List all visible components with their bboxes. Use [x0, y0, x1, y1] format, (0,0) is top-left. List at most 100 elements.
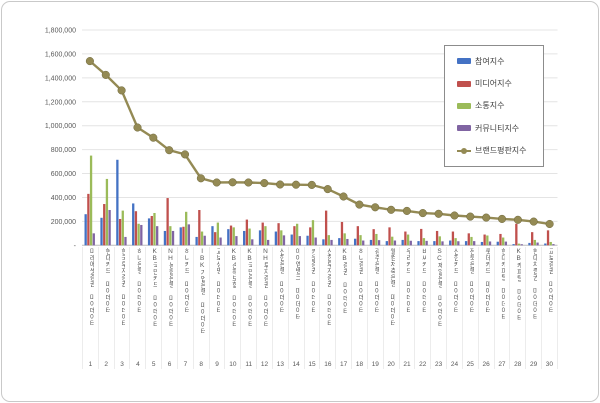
x-category-cell: KB국민은행 마이데이터 11	[240, 247, 256, 369]
x-category-number: 6	[167, 361, 172, 368]
bar-커뮤니티지수	[377, 240, 381, 246]
line-marker	[339, 192, 348, 201]
bar-참여지수	[369, 239, 373, 246]
x-category-cell: KB캐피탈 마이데이터 28	[509, 247, 525, 369]
line-marker	[434, 209, 443, 218]
bar-커뮤니티지수	[156, 226, 159, 246]
bar-미디어지수	[150, 216, 153, 246]
bar-참여지수	[306, 235, 309, 246]
bar-미디어지수	[198, 210, 201, 246]
bar-소통지수	[137, 223, 140, 246]
bar-미디어지수	[515, 223, 518, 246]
x-category-label: KB손해보험 마이데이터	[230, 248, 237, 328]
bar-커뮤니티지수	[393, 240, 397, 246]
bar-참여지수	[496, 241, 499, 246]
bar-미디어지수	[87, 193, 90, 246]
bar-소통지수	[105, 178, 109, 246]
bar-소통지수	[327, 235, 330, 246]
bar-커뮤니티지수	[219, 237, 222, 246]
bar-커뮤니티지수	[282, 235, 286, 246]
x-category-number: 1	[88, 361, 93, 368]
x-category-number: 7	[183, 361, 188, 368]
bar-미디어지수	[309, 227, 312, 246]
x-category-label: 웰컴저축은행 마이데이터	[388, 248, 395, 327]
line-marker	[165, 146, 174, 155]
bar-소통지수	[200, 231, 204, 246]
x-category-cell: KB국민카드 마이데이터 5	[145, 247, 161, 369]
x-category-cell: 현대카드 마이데이터 2	[97, 247, 114, 369]
line-marker	[466, 212, 475, 221]
x-category-cell: 우리카드 마이데이터 21	[398, 247, 415, 369]
line-marker	[387, 205, 396, 214]
x-category-cell: 하나은행 마이데이터 4	[129, 247, 145, 369]
y-axis-tick-label: 1,200,000	[45, 99, 76, 106]
x-category-cell: 하나카드 마이데이터 7	[176, 247, 193, 369]
bar-미디어지수	[451, 231, 455, 246]
bar-참여지수	[385, 241, 388, 246]
bar-참여지수	[211, 226, 214, 246]
x-category-label: 교보생명 마이데이터	[214, 248, 221, 314]
bar-참여지수	[84, 214, 87, 246]
line-marker	[371, 203, 380, 212]
bar-커뮤니티지수	[409, 240, 412, 246]
x-category-label: 현대카드 마이데이터	[103, 248, 110, 314]
legend-label: 브랜드평판지수	[475, 146, 527, 156]
legend-label: 참여지수	[475, 56, 505, 66]
bar-참여지수	[227, 229, 230, 246]
bar-참여지수	[433, 241, 436, 246]
x-category-label: 현대캐피탈 마이데이터	[499, 248, 506, 320]
line-marker	[355, 200, 364, 209]
bar-소통지수	[185, 211, 188, 246]
x-category-number: 21	[403, 361, 411, 368]
line-marker	[402, 206, 411, 215]
x-category-number: 14	[292, 361, 300, 368]
bar-참여지수	[274, 231, 278, 246]
legend-label: 미디어지수	[475, 79, 512, 89]
bar-미디어지수	[531, 232, 534, 246]
bar-미디어지수	[499, 233, 502, 246]
y-axis-tick-label: 400,000	[51, 195, 76, 202]
bar-참여지수	[163, 230, 167, 246]
bar-소통지수	[454, 238, 457, 246]
bar-커뮤니티지수	[235, 236, 238, 246]
bar-소통지수	[153, 213, 156, 246]
x-category-number: 20	[387, 361, 395, 368]
bar-소통지수	[438, 236, 441, 246]
x-category-cell: 교보증권 마이데이터 30	[541, 247, 558, 369]
line-marker	[149, 133, 158, 142]
x-category-label: 우리카드 마이데이터	[404, 248, 411, 314]
line-marker	[513, 215, 522, 224]
x-category-cell: 신한은행 마이데이터 13	[271, 247, 288, 369]
line-marker	[228, 178, 237, 187]
line-marker	[307, 180, 316, 189]
bar-미디어지수	[118, 218, 122, 246]
bar-소통지수	[391, 236, 394, 246]
bar-소통지수	[470, 236, 473, 246]
x-category-label: 하나은행 마이데이터	[135, 248, 142, 314]
line-marker	[291, 180, 301, 189]
line-marker	[529, 217, 538, 226]
bar-미디어지수	[214, 232, 217, 246]
x-category-label: 신한은행 마이데이터	[277, 248, 284, 314]
y-axis-tick-label: 1,000,000	[45, 123, 76, 130]
legend-bar-swatch-icon	[457, 102, 471, 109]
x-category-cell: 키움증권 마이데이터 15	[303, 247, 320, 369]
x-category-label: 비씨카드 마이데이터	[420, 248, 427, 314]
x-category-number: 2	[104, 361, 109, 368]
bar-미디어지수	[340, 221, 344, 246]
bar-소통지수	[169, 226, 172, 246]
legend-item: 커뮤니티지수	[457, 123, 543, 134]
line-marker	[545, 219, 554, 229]
bar-소통지수	[295, 223, 299, 246]
x-category-cell: 비씨카드 마이데이터 22	[414, 247, 430, 369]
bar-소통지수	[533, 239, 537, 246]
bar-커뮤니티지수	[330, 239, 333, 246]
x-category-number: 17	[340, 361, 348, 368]
bar-미디어지수	[372, 229, 375, 246]
bar-참여지수	[338, 238, 341, 246]
bar-참여지수	[132, 203, 135, 246]
bar-미디어지수	[467, 233, 470, 246]
x-category-number: 4	[136, 361, 140, 368]
bar-소통지수	[502, 237, 505, 246]
